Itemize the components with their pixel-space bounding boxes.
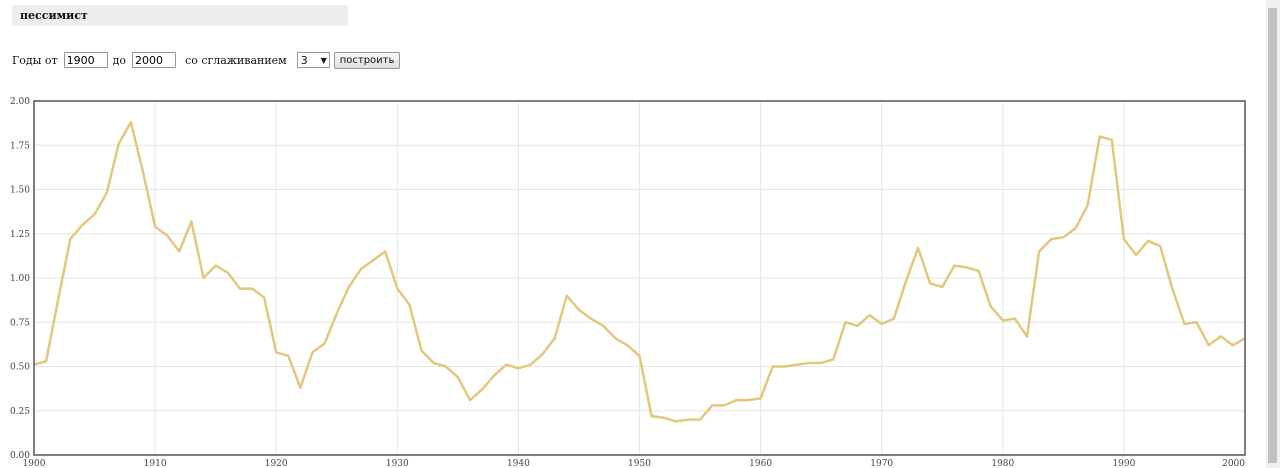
vertical-scrollbar[interactable] xyxy=(1266,0,1280,468)
y-tick-label: 0.25 xyxy=(10,407,30,417)
x-tick-label: 1990 xyxy=(1112,459,1135,468)
y-tick-label: 1.75 xyxy=(10,141,30,151)
year-to-label: до xyxy=(112,53,127,67)
y-tick-label: 0.50 xyxy=(10,363,30,373)
year-range-controls: Годы от до со сглаживанием 3 ▼ построить xyxy=(12,51,401,69)
years-from-label: Годы от xyxy=(12,53,58,67)
x-tick-label: 1920 xyxy=(265,459,288,468)
x-tick-label: 1950 xyxy=(628,459,651,468)
x-tick-label: 1960 xyxy=(749,459,772,468)
series-line xyxy=(33,120,1246,423)
y-tick-label: 1.50 xyxy=(10,186,30,196)
year-from-input[interactable] xyxy=(63,52,108,68)
x-tick-label: 1910 xyxy=(144,459,167,468)
x-tick-label: 1930 xyxy=(386,459,409,468)
chevron-down-icon: ▼ xyxy=(320,55,327,65)
smoothing-value: 3 xyxy=(300,53,308,67)
x-tick-label: 1940 xyxy=(507,459,530,468)
query-title: пессимист xyxy=(20,9,88,22)
x-tick-label: 1980 xyxy=(991,459,1014,468)
x-tick-label: 1970 xyxy=(870,459,893,468)
y-tick-label: 1.25 xyxy=(10,230,30,240)
x-tick-label: 2000 xyxy=(1222,459,1245,468)
x-tick-label: 1900 xyxy=(23,459,46,468)
query-title-bar: пессимист xyxy=(12,5,348,26)
scrollbar-thumb[interactable] xyxy=(1268,8,1277,463)
y-tick-label: 1.00 xyxy=(10,274,30,284)
y-tick-label: 2.00 xyxy=(10,97,30,107)
y-tick-label: 0.75 xyxy=(10,318,30,328)
plot-frame xyxy=(33,100,1246,456)
year-to-input[interactable] xyxy=(132,52,177,68)
smoothing-select[interactable]: 3 ▼ xyxy=(296,52,330,68)
build-button[interactable]: построить xyxy=(333,51,401,69)
smoothing-label: со сглаживанием xyxy=(185,53,287,67)
y-tick-label: 0.00 xyxy=(10,451,30,461)
